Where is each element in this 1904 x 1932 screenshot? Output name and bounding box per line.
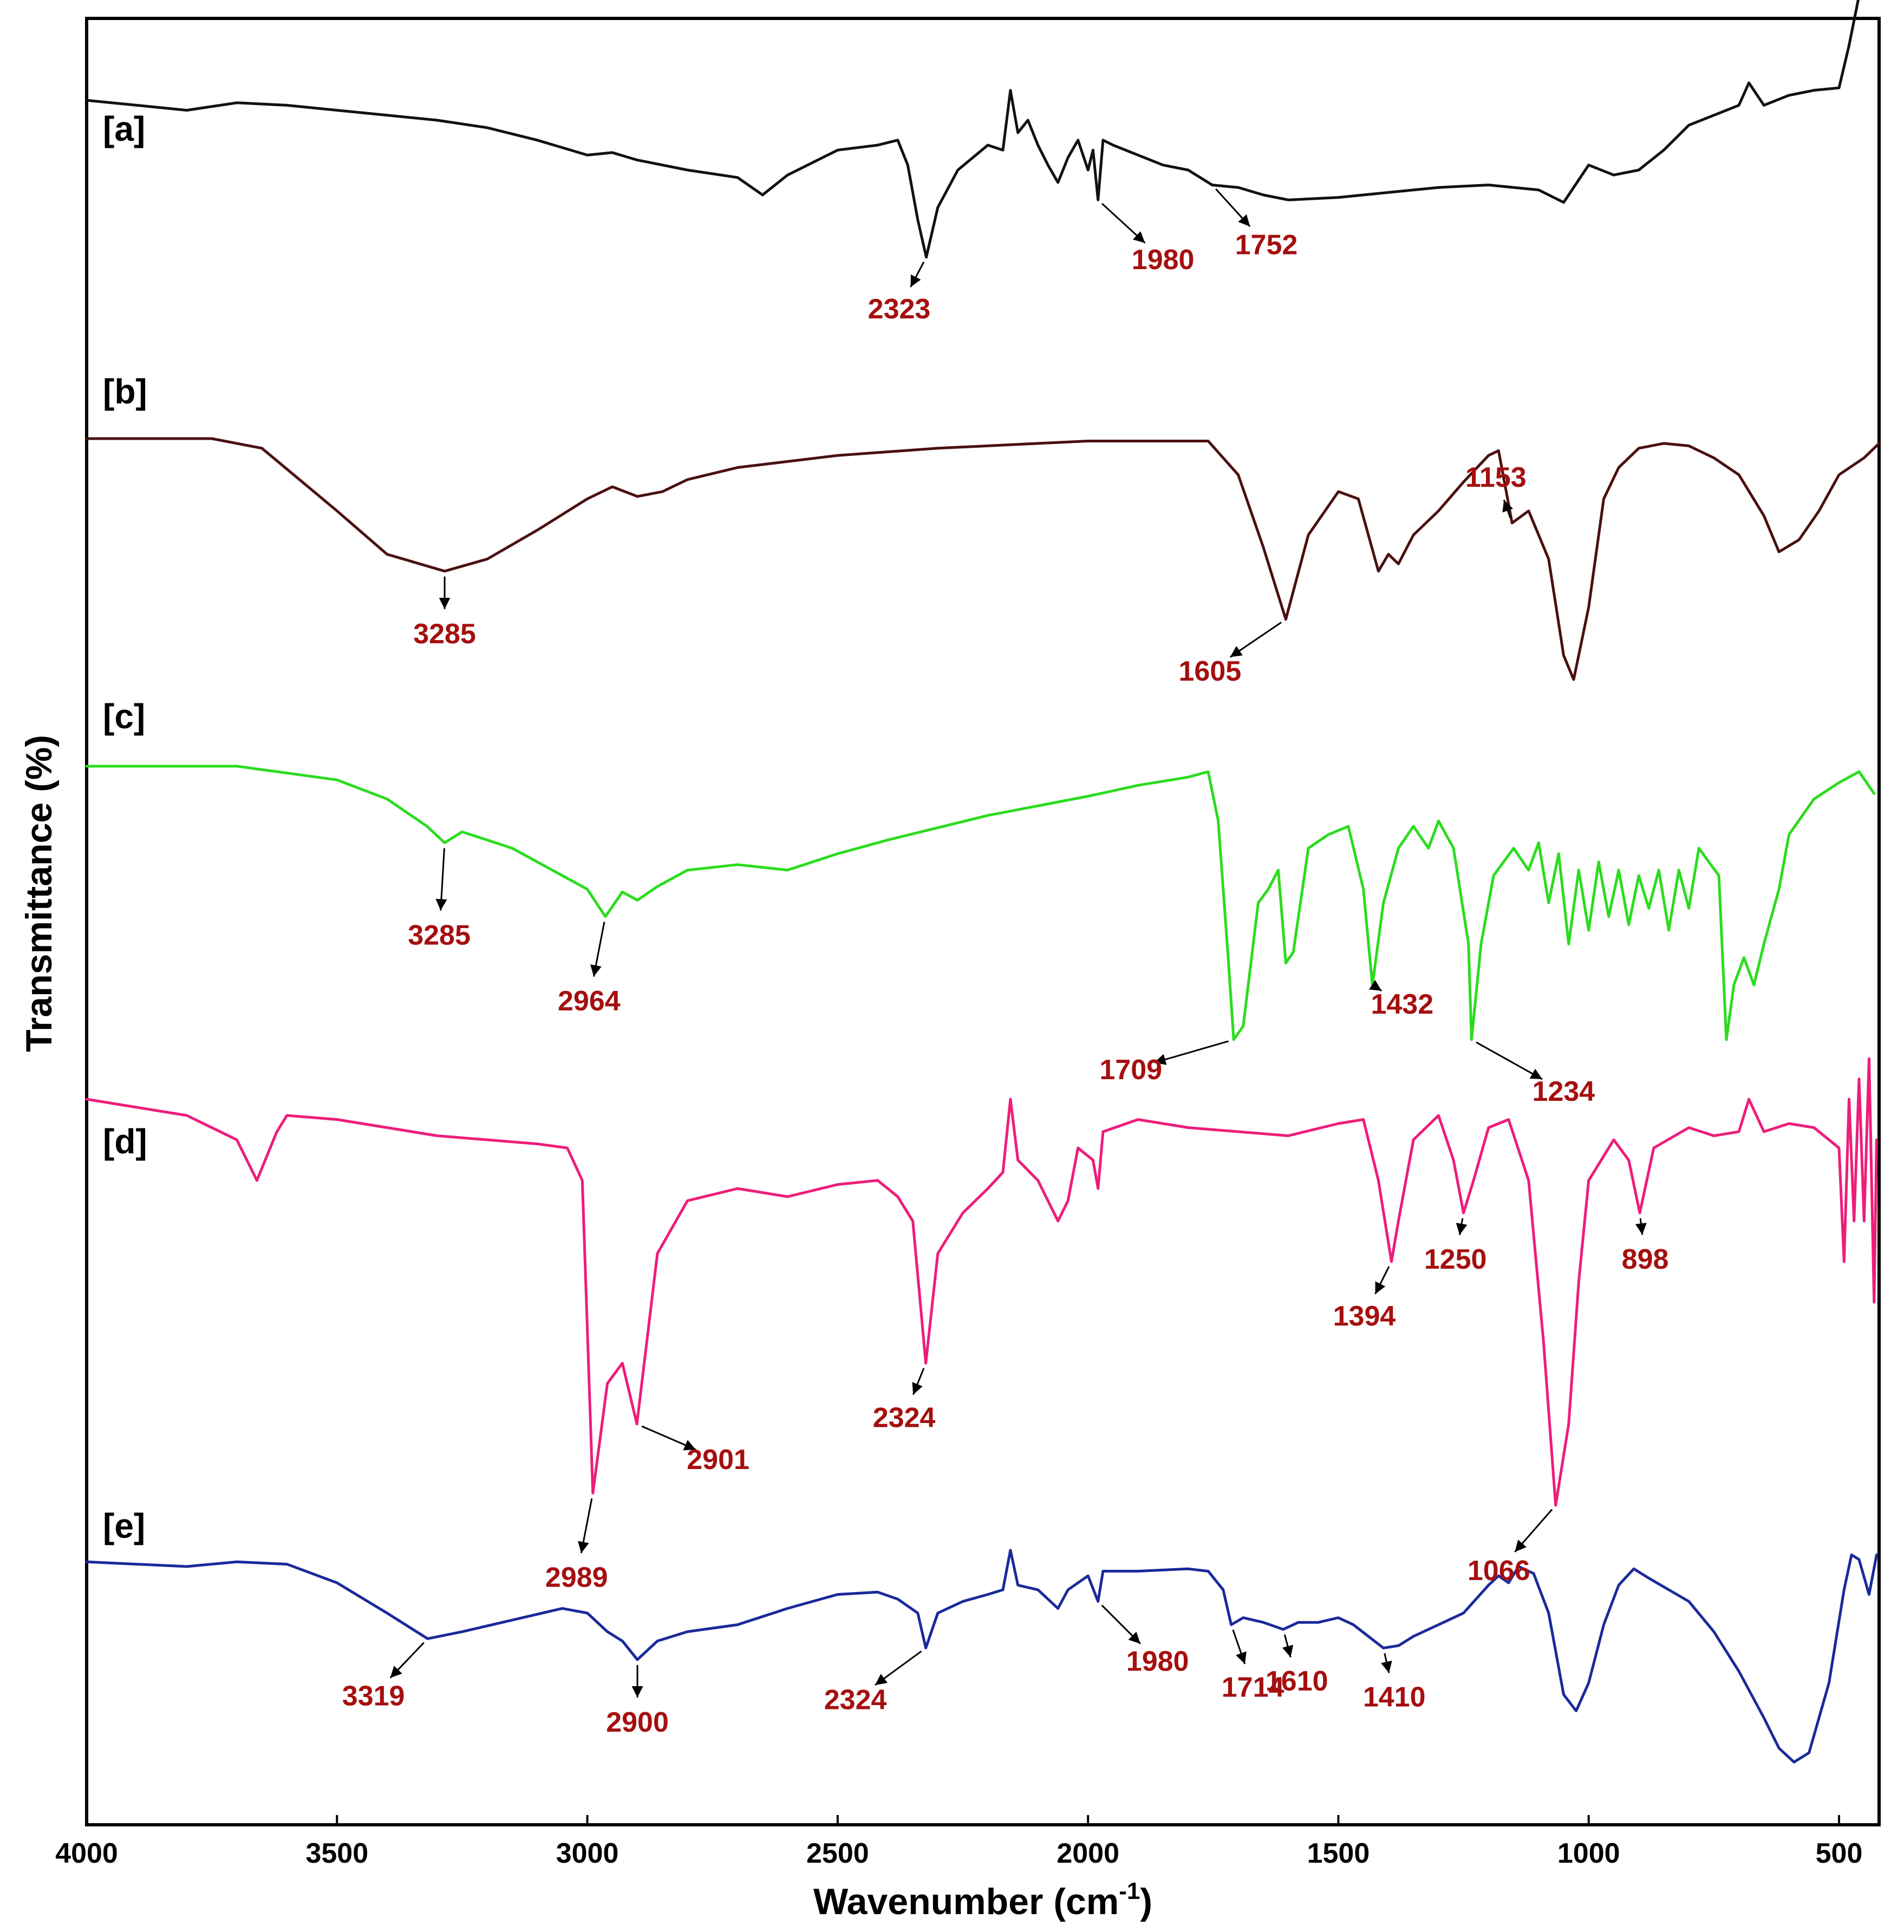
peak-arrow — [389, 1642, 425, 1679]
peak-arrow — [1232, 1629, 1247, 1665]
arrow-layer — [389, 188, 1647, 1698]
peak-arrow — [1456, 1218, 1468, 1235]
peak-label: 1752 — [1235, 230, 1298, 261]
peak-label: 3285 — [408, 919, 471, 951]
x-tick-label: 2000 — [1057, 1838, 1119, 1869]
plot-frame — [85, 17, 1881, 1826]
x-tick-label: 4000 — [55, 1838, 118, 1869]
peak-label: 2324 — [824, 1685, 887, 1716]
peak-arrow — [641, 1425, 696, 1451]
peak-arrow — [1381, 1653, 1392, 1673]
series-line-b — [85, 437, 1881, 681]
peak-arrow — [1154, 1040, 1229, 1065]
peak-arrow — [1374, 1266, 1390, 1295]
x-tick-label: 1000 — [1557, 1838, 1620, 1869]
series-layer — [85, 0, 1881, 1764]
peak-label: 1980 — [1126, 1646, 1189, 1678]
peak-label: 898 — [1622, 1244, 1669, 1275]
panel-label-d: [d] — [103, 1122, 147, 1161]
peak-label: 1980 — [1132, 244, 1195, 276]
panel-label-e: [e] — [103, 1506, 145, 1545]
peak-label: 1394 — [1333, 1301, 1396, 1332]
peak-arrow — [912, 1368, 925, 1395]
x-tick-label: 1500 — [1307, 1838, 1370, 1869]
x-axis-title: Wavenumber (cm-1) — [813, 1878, 1152, 1922]
peak-arrow — [1229, 622, 1282, 658]
peak-label: 1066 — [1468, 1555, 1530, 1587]
panel-label-a: [a] — [103, 109, 145, 148]
peak-arrow — [435, 848, 447, 911]
peak-label: 2964 — [558, 985, 621, 1017]
series-line-e — [85, 1549, 1878, 1764]
peak-label: 2989 — [545, 1562, 608, 1594]
peak-arrow — [1282, 1634, 1294, 1657]
peak-label: 2901 — [687, 1444, 749, 1476]
x-tick-label: 2500 — [806, 1838, 869, 1869]
peak-label: 1432 — [1371, 989, 1433, 1020]
series-line-d — [85, 1057, 1878, 1507]
peak-label: 1714 — [1222, 1672, 1284, 1703]
x-tick-layer: 4000 3500 3000 2500 2000 1500 1000 500 — [55, 1815, 1862, 1869]
peak-arrow — [1101, 1604, 1141, 1644]
series-line-c — [85, 765, 1876, 1041]
peak-label: 1153 — [1465, 462, 1527, 493]
x-tick-label: 3000 — [556, 1838, 619, 1869]
peak-arrow — [1369, 980, 1383, 992]
peak-arrow — [1635, 1218, 1647, 1235]
peak-label: 1410 — [1363, 1682, 1426, 1713]
peak-arrow — [1101, 203, 1146, 244]
peak-label: 2900 — [606, 1707, 669, 1738]
peak-arrow — [590, 922, 605, 977]
peak-label-layer: 2323 1980 1752 3285 1605 1153 3285 2964 1709 1432… — [342, 230, 1669, 1738]
peak-label: 1234 — [1533, 1076, 1595, 1107]
peak-arrow — [1476, 1041, 1543, 1080]
series-line-a — [85, 0, 1860, 259]
peak-label: 1605 — [1179, 656, 1242, 687]
peak-label: 2323 — [868, 293, 931, 325]
peak-label: 1250 — [1424, 1244, 1487, 1275]
peak-label: 2324 — [873, 1402, 936, 1434]
peak-arrow — [1215, 188, 1251, 227]
x-tick-label: 500 — [1816, 1838, 1863, 1869]
panel-label-b: [b] — [103, 372, 147, 411]
peak-arrow — [1502, 499, 1514, 518]
peak-arrow — [910, 262, 925, 288]
peak-arrow — [1514, 1509, 1553, 1553]
peak-label: 3285 — [413, 618, 476, 650]
peak-label: 1709 — [1099, 1054, 1162, 1086]
y-axis-title: Transmittance (%) — [18, 735, 60, 1052]
peak-arrow — [577, 1498, 593, 1554]
peak-label: 3319 — [342, 1680, 405, 1712]
x-tick-label: 3500 — [305, 1838, 368, 1869]
panel-label-layer: [a] [b] [c] [d] [e] — [103, 109, 147, 1545]
peak-arrow — [875, 1650, 922, 1686]
panel-label-c: [c] — [103, 697, 145, 736]
peak-label: 1610 — [1266, 1666, 1328, 1697]
